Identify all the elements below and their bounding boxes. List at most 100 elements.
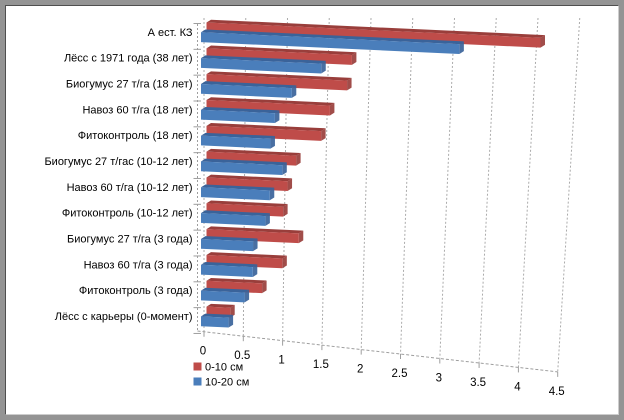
bar-bottom-series-row-11-endcap	[244, 289, 250, 303]
tick-label-x-0.5: 0.5	[234, 350, 250, 362]
category-label-row-9: Биогумус 27 т/га (3 года)	[67, 233, 193, 245]
category-label-row-8: Фитоконтроль (10-12 лет)	[62, 208, 193, 220]
category-label-row-4: Навоз 60 т/га (18 лет)	[82, 104, 192, 116]
legend-label-2: 10-20 см	[205, 377, 249, 389]
category-label-row-10: Навоз 60 т/га (3 года)	[84, 259, 193, 271]
bar-bottom-series-row-11-topface	[201, 287, 250, 293]
bar-top-series-row-5	[206, 125, 322, 141]
bar-top-series-row-12-topface	[206, 303, 235, 308]
bar-top-series-row-12-endcap	[230, 304, 235, 318]
bar-top-series-row-8-topface	[206, 200, 288, 207]
bar-bottom-series-row-12-topface	[201, 313, 234, 318]
gridline-x-2	[360, 17, 372, 350]
tick-label-x-2.5: 2.5	[392, 368, 408, 380]
tick-label-x-1.5: 1.5	[313, 359, 329, 371]
bar-bottom-series-row-6-endcap	[282, 162, 287, 175]
tick-label-x-3.5: 3.5	[470, 377, 486, 389]
bar-top-series-row-11-endcap	[262, 280, 267, 294]
bar-chart-3d: 0 0.5 1 1.5 2 2.5 3 3.5 4 4.5 А ест. КЗ Лёсс с 1971…	[44, 17, 581, 398]
bar-top-series-row-4	[206, 99, 330, 116]
bar-top-series-row-2-endcap	[351, 52, 357, 65]
gridline-x-4	[517, 17, 539, 368]
category-label-row-1: А ест. КЗ	[148, 27, 193, 39]
gridline-x-3	[439, 17, 455, 359]
bar-bottom-series-row-12	[201, 316, 229, 328]
gridline-x-4.5	[557, 17, 581, 372]
bar-top-series-row-2-topface	[206, 45, 357, 56]
bar-bottom-series-row-10-endcap	[252, 264, 258, 277]
legend-label-1: 0-10 см	[205, 362, 243, 374]
bar-bottom-series-row-2-endcap	[321, 60, 326, 74]
legend-swatch-2	[193, 377, 202, 386]
bar-bottom-series-row-3-endcap	[291, 85, 297, 98]
bar-top-series-row-4-endcap	[329, 102, 335, 116]
bar-top-series-row-4-topface	[206, 97, 335, 106]
bar-bottom-series-row-2-topface	[201, 55, 326, 64]
bar-top-series-row-5-topface	[206, 123, 326, 132]
tick-label-x-3: 3	[436, 373, 442, 385]
category-label-row-5: Фитоконтроль (18 лет)	[78, 130, 193, 142]
bar-top-series-row-7-endcap	[287, 178, 293, 192]
bar-top-series-row-10-topface	[206, 252, 287, 259]
bar-bottom-series-row-8	[201, 213, 266, 226]
bar-top-series-row-6-topface	[206, 148, 301, 156]
gridline-x-1.5	[321, 17, 330, 346]
category-label-row-6: Биогумус 27 т/гас (10-12 лет)	[44, 156, 192, 168]
category-label-row-11: Фитоконтроль (3 года)	[79, 285, 193, 297]
bar-top-series-row-3	[206, 74, 348, 91]
bar-bottom-series-row-12-endcap	[228, 314, 234, 328]
bar-bottom-series-row-4	[201, 109, 275, 123]
legend-swatch-1	[193, 362, 202, 371]
chart-surface: 0 0.5 1 1.5 2 2.5 3 3.5 4 4.5 А ест. КЗ Лёсс с 1971…	[5, 5, 619, 415]
bar-bottom-series-row-10	[201, 264, 253, 277]
bar-bottom-series-row-5	[201, 135, 271, 149]
bar-top-series-row-10-endcap	[282, 255, 287, 269]
bar-bottom-series-row-5-endcap	[270, 136, 275, 149]
bar-bottom-series-row-1-endcap	[459, 41, 464, 54]
tick-label-x-4.5: 4.5	[549, 386, 565, 398]
bar-bottom-series-row-9-topface	[201, 236, 258, 242]
bar-bottom-series-row-7	[201, 187, 270, 201]
bar-top-series-row-9-topface	[206, 226, 304, 234]
bar-bottom-series-row-7-endcap	[269, 187, 275, 201]
bar-top-series-row-3-topface	[206, 71, 352, 81]
bar-bottom-series-row-9	[201, 238, 254, 252]
bar-bottom-series-row-9-endcap	[253, 238, 258, 252]
bar-bottom-series-row-8-topface	[201, 210, 270, 217]
category-label-row-12: Лёсс с карьеры (0-момент)	[55, 311, 193, 323]
bar-top-series-row-3-endcap	[347, 77, 352, 91]
category-label-row-3: Биогумус 27 т/га (18 лет)	[66, 78, 193, 90]
bar-bottom-series-row-10-topface	[201, 261, 258, 268]
bar-bottom-series-row-7-topface	[201, 184, 275, 191]
bar-bottom-series-row-3-topface	[201, 81, 297, 89]
value-axis-line	[197, 330, 558, 373]
bar-bottom-series-row-1-topface	[201, 29, 464, 45]
bar-top-series-row-6-endcap	[296, 152, 301, 166]
bar-top-series-row-8-endcap	[283, 204, 288, 217]
bar-bottom-series-row-4-topface	[201, 106, 280, 114]
tick-label-x-1: 1	[278, 355, 284, 367]
tick-label-x-0: 0	[200, 346, 206, 358]
bar-bottom-series-row-5-topface	[201, 132, 275, 139]
bar-top-series-row-5-endcap	[321, 128, 326, 141]
gridline-x-2.5	[400, 17, 414, 355]
bar-bottom-series-row-11	[201, 290, 245, 303]
bar-top-series-row-7-topface	[206, 174, 293, 182]
tick-label-x-4: 4	[514, 381, 521, 393]
bar-top-series-row-1-endcap	[540, 35, 545, 48]
bar-bottom-series-row-2	[201, 58, 322, 74]
bar-bottom-series-row-6-topface	[201, 158, 287, 166]
category-label-row-7: Навоз 60 т/га (10-12 лет)	[67, 182, 193, 194]
bar-bottom-series-row-4-endcap	[274, 110, 280, 123]
bar-bottom-series-row-1	[201, 32, 460, 54]
category-label-row-2: Лёсс с 1971 года (38 лет)	[64, 53, 193, 65]
tick-label-x-2: 2	[357, 364, 363, 376]
bar-top-series-row-1-topface	[206, 19, 545, 38]
bar-bottom-series-row-3	[201, 83, 292, 98]
gridline-x-3.5	[478, 17, 497, 363]
bar-bottom-series-row-6	[201, 161, 283, 175]
bar-top-series-row-11-topface	[206, 278, 267, 284]
bar-top-series-row-9-endcap	[298, 230, 304, 244]
bar-bottom-series-row-8-endcap	[265, 213, 270, 226]
